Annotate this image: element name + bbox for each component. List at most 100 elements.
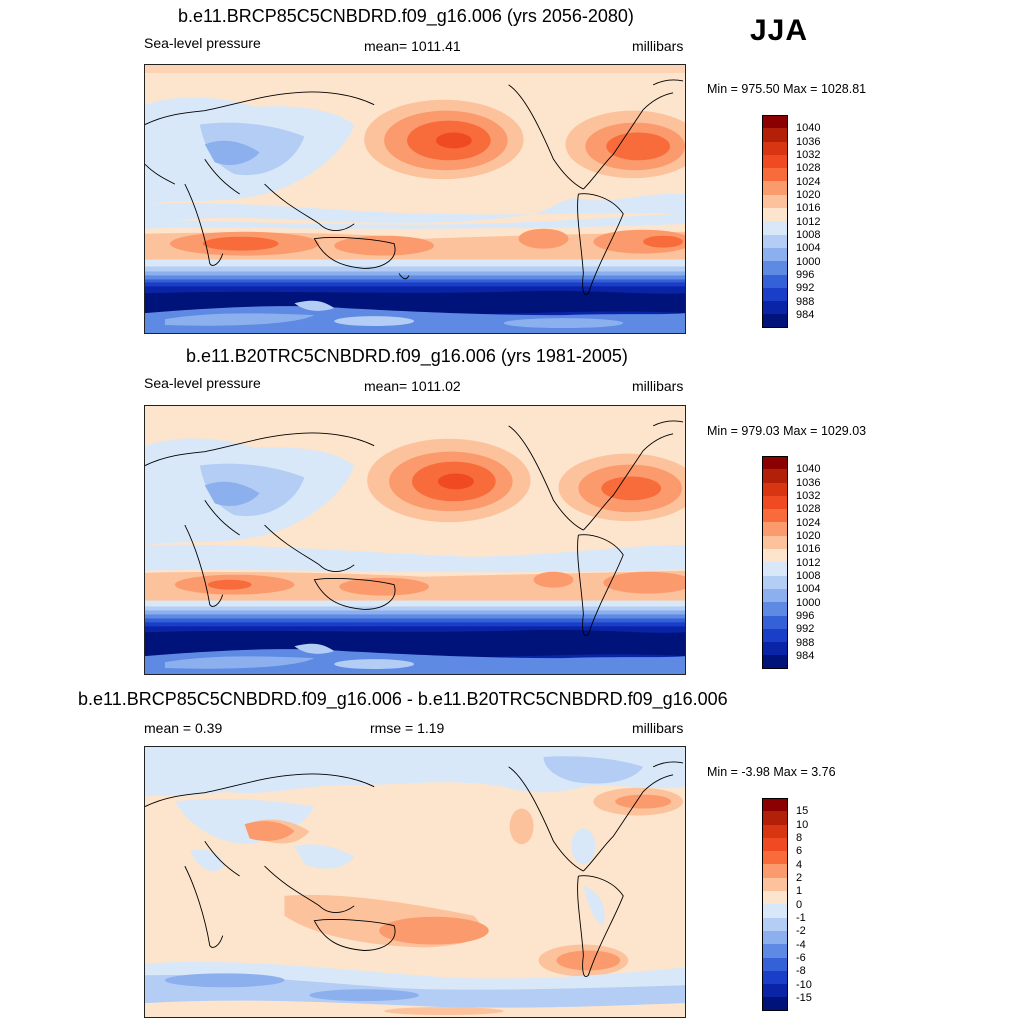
panel3-units-label: millibars (632, 720, 684, 736)
colorbar-box (762, 287, 788, 302)
colorbar-label: 1 (796, 885, 803, 897)
colorbar-label: 0 (796, 899, 803, 911)
colorbar-box (762, 194, 788, 209)
panel1-units-label: millibars (632, 38, 684, 54)
colorbar-box (762, 141, 788, 155)
colorbar-label: -4 (796, 939, 806, 951)
colorbar-box (762, 824, 788, 838)
colorbar-label: 1016 (796, 202, 821, 214)
colorbar-label: 6 (796, 845, 803, 857)
colorbar-box (762, 970, 788, 985)
colorbar-label: 1004 (796, 583, 821, 595)
colorbar-label: 1020 (796, 530, 821, 542)
colorbar-label: 1020 (796, 189, 821, 201)
colorbar-label: 1000 (796, 597, 821, 609)
colorbar-box (762, 301, 788, 315)
colorbar-box (762, 811, 788, 825)
colorbar-box (762, 917, 788, 931)
colorbar-box (762, 154, 788, 169)
colorbar-label: 10 (796, 819, 809, 831)
panel3-colorbar (762, 798, 788, 1011)
colorbar-box (762, 588, 788, 603)
colorbar-box (762, 168, 788, 182)
colorbar-box (762, 221, 788, 235)
colorbar-box (762, 655, 788, 669)
panel3-title: b.e11.BRCP85C5CNBDRD.f09_g16.006 - b.e11… (78, 689, 728, 709)
colorbar-label: 992 (796, 282, 815, 294)
colorbar-box (762, 562, 788, 576)
colorbar-label: 1036 (796, 136, 821, 148)
colorbar-box (762, 944, 788, 958)
colorbar-label: 1024 (796, 176, 821, 188)
colorbar-label: 1016 (796, 543, 821, 555)
colorbar-box (762, 456, 788, 470)
colorbar-label: 996 (796, 610, 815, 622)
colorbar-box (762, 997, 788, 1011)
colorbar-label: 988 (796, 296, 815, 308)
colorbar-box (762, 957, 788, 971)
colorbar-label: 1040 (796, 122, 821, 134)
colorbar-label: -15 (796, 992, 812, 1004)
colorbar-box (762, 522, 788, 536)
panel2-mean-label: mean= 1011.02 (364, 378, 461, 394)
colorbar-box (762, 115, 788, 129)
colorbar-box (762, 314, 788, 328)
panel1-colorbar (762, 115, 788, 328)
colorbar-box (762, 984, 788, 998)
colorbar-box (762, 247, 788, 262)
colorbar-label: 1008 (796, 229, 821, 241)
panel1-mean-label: mean= 1011.41 (364, 38, 461, 54)
colorbar-label: -6 (796, 952, 806, 964)
colorbar-box (762, 274, 788, 288)
panel2-variable-label: Sea-level pressure (144, 375, 261, 391)
panel3-minmax-label: Min = -3.98 Max = 3.76 (707, 765, 836, 779)
colorbar-box (762, 234, 788, 248)
panel3-mean-label: mean = 0.39 (144, 720, 223, 736)
colorbar-box (762, 482, 788, 496)
colorbar-label: -10 (796, 979, 812, 991)
colorbar-box (762, 642, 788, 656)
colorbar-label: -2 (796, 925, 806, 937)
panel1-title: b.e11.BRCP85C5CNBDRD.f09_g16.006 (yrs 20… (178, 6, 634, 26)
panel2-minmax-label: Min = 979.03 Max = 1029.03 (707, 424, 867, 438)
colorbar-box (762, 930, 788, 945)
colorbar-label: 984 (796, 309, 815, 321)
colorbar-label: 1000 (796, 256, 821, 268)
panel1-map (144, 64, 686, 334)
colorbar-label: 1028 (796, 503, 821, 515)
colorbar-label: 4 (796, 859, 803, 871)
panel3-rmse-label: rmse = 1.19 (370, 720, 445, 736)
colorbar-box (762, 904, 788, 918)
panel2-colorbar (762, 456, 788, 669)
colorbar-label: 1032 (796, 490, 821, 502)
season-label: JJA (750, 14, 809, 47)
panel3-map (144, 746, 686, 1018)
colorbar-box (762, 575, 788, 589)
colorbar-label: 1004 (796, 242, 821, 254)
panel1-variable-label: Sea-level pressure (144, 35, 261, 51)
colorbar-label: 996 (796, 269, 815, 281)
colorbar-box (762, 128, 788, 142)
colorbar-box (762, 261, 788, 275)
colorbar-box (762, 469, 788, 483)
colorbar-label: 1032 (796, 149, 821, 161)
colorbar-label: 1008 (796, 570, 821, 582)
colorbar-label: 8 (796, 832, 803, 844)
colorbar-box (762, 891, 788, 905)
colorbar-label: 984 (796, 650, 815, 662)
colorbar-label: -1 (796, 912, 806, 924)
colorbar-box (762, 851, 788, 865)
colorbar-label: 1040 (796, 463, 821, 475)
colorbar-label: 988 (796, 637, 815, 649)
colorbar-box (762, 495, 788, 510)
colorbar-label: 1012 (796, 557, 821, 569)
colorbar-box (762, 602, 788, 616)
colorbar-label: 1024 (796, 517, 821, 529)
colorbar-box (762, 877, 788, 892)
panel1-minmax-label: Min = 975.50 Max = 1028.81 (707, 82, 867, 96)
colorbar-label: 1028 (796, 162, 821, 174)
colorbar-box (762, 549, 788, 563)
colorbar-box (762, 509, 788, 523)
colorbar-label: 2 (796, 872, 803, 884)
colorbar-box (762, 615, 788, 629)
